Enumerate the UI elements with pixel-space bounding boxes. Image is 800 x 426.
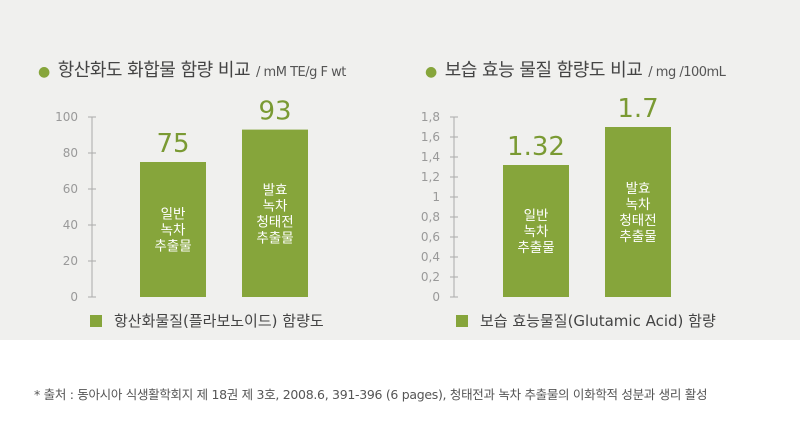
bar-category-label: 발효 — [263, 182, 288, 198]
chart-1-title-text: 항산화도 화합물 함량 비교 — [57, 60, 251, 81]
chart-1-unit: / mM TE/g F wt — [256, 65, 346, 80]
y-tick-label: 1,2 — [421, 170, 440, 184]
bar-value-label: 75 — [156, 129, 189, 159]
y-tick-label: 60 — [63, 182, 78, 196]
bar-category-label: 녹차 — [524, 224, 549, 240]
bar-category-label: 녹차 — [161, 223, 186, 239]
chart-2-unit: / mg /100mL — [648, 65, 726, 80]
source-footnote: * 출처 : 동아시아 식생활학회지 제 18권 제 3호, 2008.6, 3… — [34, 387, 708, 402]
chart-2-title-text: 보습 효능 물질 함량도 비교 — [444, 60, 643, 81]
bar-category-label: 추출물 — [256, 230, 293, 246]
y-tick-label: 100 — [55, 110, 78, 124]
bar-value-label: 93 — [258, 97, 291, 127]
y-tick-label: 40 — [63, 218, 78, 232]
y-tick-label: 1 — [432, 190, 440, 204]
y-tick-label: 80 — [63, 146, 78, 160]
y-tick-label: 0,2 — [421, 270, 440, 284]
bar-value-label: 1.32 — [507, 132, 565, 162]
bar — [605, 127, 671, 297]
bar-category-label: 일반 — [524, 208, 549, 224]
y-tick-label: 20 — [63, 254, 78, 268]
chart-2-legend-label: 보습 효능물질(Glutamic Acid) 함량 — [480, 312, 716, 330]
bar-category-label: 녹차 — [263, 198, 288, 214]
bar — [242, 129, 308, 297]
bar-value-label: 1.7 — [617, 94, 658, 124]
y-tick-label: 1,6 — [421, 130, 440, 144]
bar-category-label: 추출물 — [154, 239, 191, 255]
bar-category-label: 추출물 — [619, 229, 656, 245]
chart-1-legend-label: 항산화물질(플라보노이드) 함량도 — [114, 312, 324, 330]
bar-category-label: 청태전 — [256, 214, 293, 230]
bar-category-label: 발효 — [626, 181, 651, 197]
chart-2-title: ● 보습 효능 물질 함량도 비교 / mg /100mL — [425, 56, 726, 82]
bar — [503, 165, 569, 297]
charts-canvas: 10080604020075일반녹차추출물93발효녹차청태전추출물1,81,61… — [55, 94, 671, 304]
y-tick-label: 1,8 — [421, 110, 440, 124]
bullet-icon: ● — [38, 64, 50, 80]
bar-category-label: 청태전 — [619, 213, 656, 229]
y-tick-label: 0,6 — [421, 230, 440, 244]
y-tick-label: 0 — [70, 290, 78, 304]
legend-swatch — [456, 314, 468, 327]
bar — [140, 162, 206, 297]
bar-category-label: 일반 — [161, 207, 186, 223]
bar-category-label: 추출물 — [517, 240, 554, 256]
chart-1-title: ● 항산화도 화합물 함량 비교 / mM TE/g F wt — [38, 56, 346, 82]
y-tick-label: 0,8 — [421, 210, 440, 224]
y-tick-label: 0 — [432, 290, 440, 304]
y-tick-label: 1,4 — [421, 150, 440, 164]
legend-swatch — [90, 314, 102, 327]
bullet-icon: ● — [425, 64, 437, 80]
bar-category-label: 녹차 — [626, 197, 651, 213]
y-tick-label: 0,4 — [421, 250, 440, 264]
chart-1-legend: 항산화물질(플라보노이드) 함량도 — [90, 310, 324, 331]
chart-2-legend: 보습 효능물질(Glutamic Acid) 함량 — [456, 310, 716, 331]
